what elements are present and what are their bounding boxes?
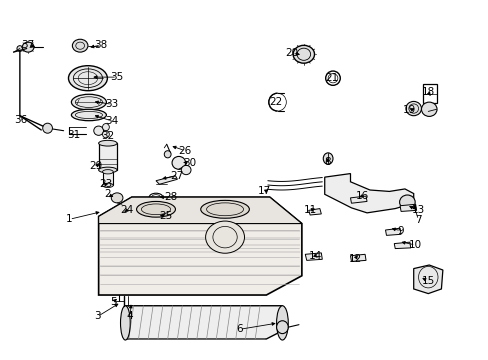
Bar <box>423 84 436 103</box>
Text: 34: 34 <box>105 116 119 126</box>
Polygon shape <box>350 196 366 203</box>
Polygon shape <box>305 253 322 260</box>
Text: 28: 28 <box>163 192 177 202</box>
Ellipse shape <box>164 151 171 158</box>
Text: 31: 31 <box>66 130 80 140</box>
Polygon shape <box>324 174 413 213</box>
Text: 21: 21 <box>325 73 338 83</box>
Text: 1: 1 <box>66 214 73 224</box>
Polygon shape <box>125 306 282 339</box>
Ellipse shape <box>102 123 109 131</box>
Ellipse shape <box>72 39 88 52</box>
Ellipse shape <box>22 42 34 52</box>
Ellipse shape <box>102 131 109 138</box>
Text: 37: 37 <box>21 40 35 50</box>
Text: 2: 2 <box>104 189 110 199</box>
Ellipse shape <box>276 306 287 340</box>
Text: 19: 19 <box>403 105 416 115</box>
Text: 35: 35 <box>110 72 123 82</box>
Text: 32: 32 <box>101 131 114 141</box>
Text: 6: 6 <box>236 324 243 334</box>
Text: 3: 3 <box>94 311 101 321</box>
Ellipse shape <box>116 207 127 216</box>
Ellipse shape <box>42 123 52 133</box>
Polygon shape <box>413 265 442 294</box>
Ellipse shape <box>148 210 163 220</box>
Text: 17: 17 <box>258 186 271 197</box>
Bar <box>99 143 117 170</box>
Ellipse shape <box>136 202 175 217</box>
Text: 18: 18 <box>421 87 434 98</box>
Ellipse shape <box>99 140 117 146</box>
Text: 38: 38 <box>94 40 107 50</box>
Text: 12: 12 <box>348 253 361 264</box>
Text: 22: 22 <box>269 97 282 107</box>
Polygon shape <box>350 254 366 261</box>
Ellipse shape <box>292 45 314 63</box>
Text: 33: 33 <box>105 99 119 109</box>
Ellipse shape <box>99 167 117 173</box>
Ellipse shape <box>201 201 249 218</box>
Text: 7: 7 <box>414 215 421 225</box>
Bar <box>102 172 113 185</box>
Ellipse shape <box>102 170 113 174</box>
Polygon shape <box>99 197 301 224</box>
Ellipse shape <box>205 221 244 253</box>
Text: 11: 11 <box>303 205 316 215</box>
Text: 24: 24 <box>120 205 133 215</box>
Ellipse shape <box>181 165 191 175</box>
Polygon shape <box>308 208 321 215</box>
Text: 23: 23 <box>99 179 112 189</box>
Text: 10: 10 <box>408 240 421 250</box>
Ellipse shape <box>172 157 185 169</box>
Ellipse shape <box>111 193 122 203</box>
Ellipse shape <box>421 102 436 116</box>
Text: 16: 16 <box>355 191 368 201</box>
Text: 5: 5 <box>110 297 116 307</box>
Ellipse shape <box>17 46 23 51</box>
Polygon shape <box>399 204 416 211</box>
Polygon shape <box>99 197 301 295</box>
Polygon shape <box>156 176 177 184</box>
Ellipse shape <box>102 183 113 188</box>
Text: 30: 30 <box>183 158 196 168</box>
Ellipse shape <box>405 102 421 116</box>
Ellipse shape <box>71 94 106 110</box>
Text: 36: 36 <box>14 115 27 125</box>
Text: 14: 14 <box>308 251 321 261</box>
Text: 20: 20 <box>285 48 298 58</box>
Polygon shape <box>393 242 410 249</box>
Ellipse shape <box>71 109 106 121</box>
Ellipse shape <box>120 306 130 340</box>
Text: 27: 27 <box>169 171 183 181</box>
Text: 4: 4 <box>127 311 133 321</box>
Ellipse shape <box>94 126 103 135</box>
Text: 8: 8 <box>323 157 330 167</box>
Ellipse shape <box>68 66 107 91</box>
Ellipse shape <box>399 195 414 209</box>
Text: 13: 13 <box>411 205 425 215</box>
Ellipse shape <box>323 153 332 164</box>
Polygon shape <box>385 228 400 235</box>
Ellipse shape <box>276 321 287 334</box>
Text: 25: 25 <box>159 211 172 221</box>
Text: 29: 29 <box>89 161 102 171</box>
Text: 9: 9 <box>397 226 404 236</box>
Text: 26: 26 <box>178 146 191 156</box>
Text: 15: 15 <box>421 276 434 286</box>
